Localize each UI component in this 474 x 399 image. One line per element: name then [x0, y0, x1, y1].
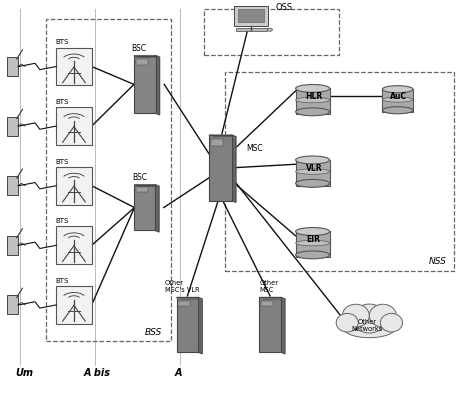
Text: BTS: BTS [55, 40, 69, 45]
Bar [7, 236, 18, 255]
Text: EIR: EIR [306, 235, 320, 244]
Text: Other
Networks: Other Networks [351, 319, 383, 332]
Bar [261, 301, 273, 306]
Circle shape [381, 313, 402, 332]
Text: OSS: OSS [276, 3, 293, 12]
Polygon shape [176, 297, 202, 299]
Text: BSS: BSS [145, 328, 162, 337]
Ellipse shape [383, 107, 413, 114]
Ellipse shape [296, 156, 329, 164]
Polygon shape [232, 135, 236, 202]
Polygon shape [135, 185, 159, 186]
Text: BSC: BSC [132, 44, 146, 53]
Bar [225, 73, 455, 271]
Ellipse shape [296, 169, 329, 174]
Bar [238, 9, 264, 22]
Ellipse shape [342, 316, 396, 338]
Bar [56, 227, 91, 264]
Bar [236, 28, 266, 31]
Bar [135, 185, 155, 230]
Polygon shape [281, 297, 285, 354]
Ellipse shape [383, 97, 413, 102]
Ellipse shape [296, 85, 329, 93]
Bar [296, 160, 329, 186]
Text: MSC: MSC [246, 144, 263, 154]
Circle shape [369, 304, 396, 327]
Polygon shape [156, 55, 160, 115]
Bar [134, 55, 156, 113]
Bar [136, 59, 148, 65]
Circle shape [342, 304, 369, 327]
Ellipse shape [296, 180, 329, 187]
Bar [211, 139, 223, 146]
Ellipse shape [296, 251, 329, 259]
Text: BSC: BSC [132, 173, 147, 182]
Bar [234, 6, 268, 26]
Polygon shape [198, 297, 202, 354]
Text: A bis: A bis [83, 368, 110, 378]
Text: NSS: NSS [428, 257, 447, 266]
Text: HLR: HLR [305, 92, 322, 101]
Text: BTS: BTS [55, 218, 69, 224]
Ellipse shape [296, 240, 329, 246]
Text: Other
MSC's VLR: Other MSC's VLR [164, 280, 199, 293]
Bar [56, 286, 91, 324]
Bar [296, 89, 329, 114]
Polygon shape [134, 55, 160, 57]
Text: BTS: BTS [55, 159, 69, 165]
Bar [7, 57, 18, 76]
Bar [7, 176, 18, 195]
Text: Other
MSC: Other MSC [260, 280, 279, 293]
Text: BTS: BTS [55, 99, 69, 105]
Ellipse shape [296, 97, 329, 103]
Bar [7, 117, 18, 136]
Bar [383, 89, 413, 113]
Bar [56, 167, 91, 205]
Polygon shape [259, 297, 285, 299]
Bar [209, 135, 232, 201]
Ellipse shape [383, 86, 413, 93]
Bar [296, 231, 329, 257]
Text: AuC: AuC [390, 92, 407, 101]
Ellipse shape [267, 28, 273, 31]
Text: A: A [174, 368, 182, 378]
Bar [56, 47, 91, 85]
Polygon shape [209, 135, 236, 137]
Ellipse shape [296, 108, 329, 116]
Ellipse shape [296, 227, 329, 235]
Circle shape [352, 304, 386, 333]
Bar [56, 107, 91, 145]
Text: BTS: BTS [55, 278, 69, 284]
Bar [259, 297, 281, 352]
Bar [46, 19, 171, 341]
Text: Um: Um [15, 368, 33, 378]
Circle shape [336, 313, 358, 332]
Bar [7, 295, 18, 314]
Bar [176, 297, 198, 352]
Bar [204, 9, 338, 55]
Bar [178, 301, 190, 306]
Bar [136, 188, 147, 192]
Polygon shape [155, 185, 159, 232]
Text: VLR: VLR [306, 164, 323, 173]
